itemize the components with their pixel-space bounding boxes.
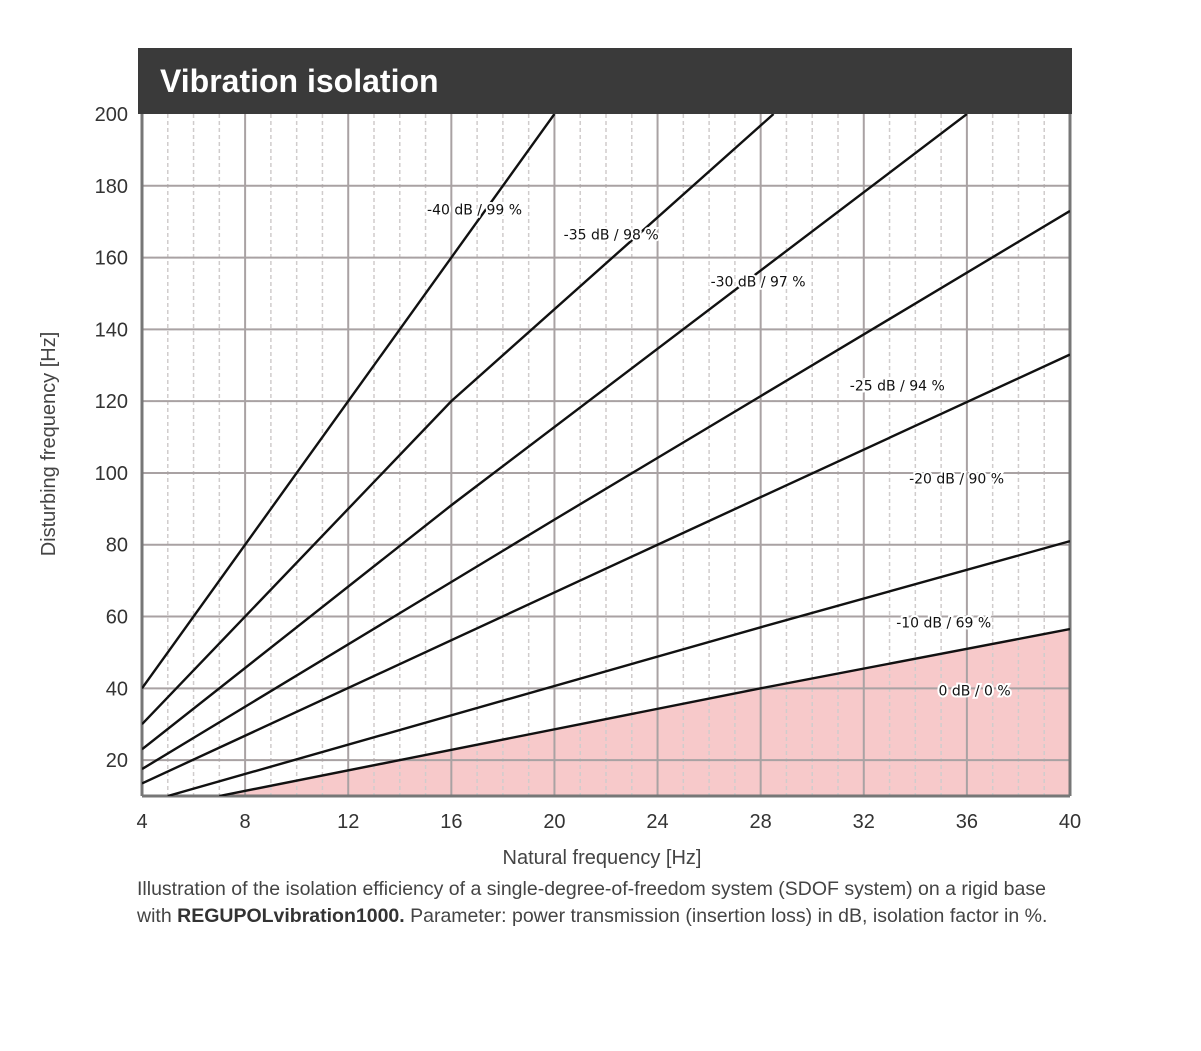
y-axis-label: Disturbing frequency [Hz]: [38, 332, 60, 557]
caption-product-name: REGUPOLvibration1000.: [177, 905, 405, 927]
x-tick-label: 20: [543, 811, 565, 833]
curve-label: 0 dB / 0 %: [939, 683, 1011, 699]
y-tick-label: 160: [95, 248, 128, 270]
isolation-curve: [142, 209, 1070, 771]
plot-area: -40 dB / 99 % -35 dB / 98 % -30 dB / 97 % -…: [95, 104, 1082, 833]
y-tick-label: 40: [106, 678, 128, 700]
y-tick-label: 200: [95, 104, 128, 126]
title-bar: [138, 48, 1072, 114]
isolation-curve: [142, 114, 556, 690]
curve-label: -20 dB / 90 %: [909, 472, 1004, 488]
chart-title: Vibration isolation: [160, 63, 439, 99]
x-tick-label: 32: [853, 811, 875, 833]
chart-caption: Illustration of the isolation efficiency…: [137, 876, 1077, 930]
isolation-curve: [167, 539, 1070, 796]
caption-parameters: Parameter: power transmission (insertion…: [404, 905, 1048, 927]
y-tick-label: 120: [95, 391, 128, 413]
x-tick-label: 40: [1059, 811, 1081, 833]
curve-label: -10 dB / 69 %: [896, 615, 991, 631]
x-tick-label: 16: [440, 811, 462, 833]
curve-label: -30 dB / 97 %: [711, 274, 806, 290]
x-tick-label: 4: [136, 811, 147, 833]
x-tick-label: 8: [240, 811, 251, 833]
y-tick-label: 140: [95, 319, 128, 341]
x-tick-label: 12: [337, 811, 359, 833]
y-tick-label: 20: [106, 750, 128, 772]
x-tick-label: 36: [956, 811, 978, 833]
x-axis-label: Natural frequency [Hz]: [503, 847, 702, 869]
x-tick-label: 24: [646, 811, 668, 833]
isolation-curve: [142, 114, 775, 726]
isolation-curve: [219, 627, 1070, 796]
curve-label: -25 dB / 94 %: [850, 378, 945, 394]
isolation-curve: [142, 114, 968, 751]
y-tick-label: 100: [95, 463, 128, 485]
x-tick-label: 28: [750, 811, 772, 833]
curve-label: -40 dB / 99 %: [427, 203, 522, 219]
y-tick-label: 80: [106, 535, 128, 557]
caption-intro: Illustration of the isolation efficiency…: [137, 878, 1046, 927]
y-tick-label: 180: [95, 176, 128, 198]
y-tick-label: 60: [106, 607, 128, 629]
curve-label: -35 dB / 98 %: [564, 228, 659, 244]
isolation-curve: [142, 353, 1070, 785]
